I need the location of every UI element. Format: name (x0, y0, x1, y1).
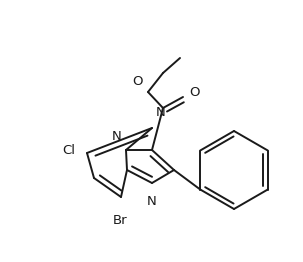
Text: N: N (156, 106, 166, 119)
Text: O: O (189, 86, 199, 100)
Text: N: N (112, 130, 122, 143)
Text: Br: Br (113, 214, 127, 227)
Text: Cl: Cl (62, 145, 75, 157)
Text: O: O (132, 75, 143, 88)
Text: N: N (147, 195, 157, 208)
